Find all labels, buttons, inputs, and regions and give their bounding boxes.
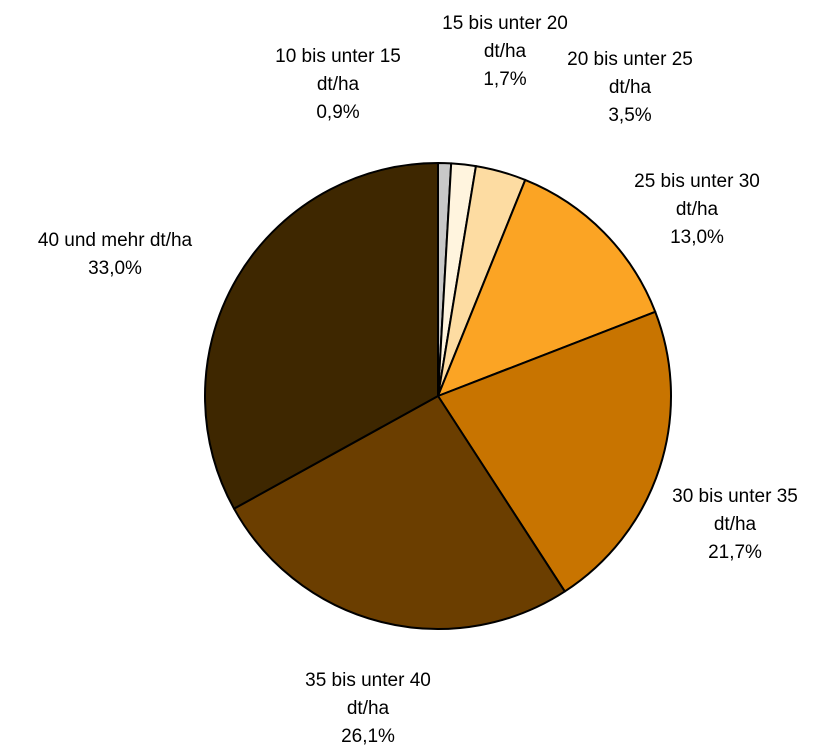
category-label: 35 bis unter 40 dt/ha bbox=[305, 670, 431, 719]
slice-label: 40 und mehr dt/ha 33,0% bbox=[0, 227, 230, 283]
slice-label: 20 bis unter 25 dt/ha 3,5% bbox=[565, 46, 695, 130]
pie-slice bbox=[204, 162, 439, 510]
category-label: 30 bis unter 35 dt/ha bbox=[672, 486, 798, 535]
category-label: 25 bis unter 30 dt/ha bbox=[634, 171, 760, 220]
value-label: 0,9% bbox=[316, 102, 360, 123]
value-label: 13,0% bbox=[670, 227, 724, 248]
pie-slice bbox=[437, 310, 672, 593]
value-label: 26,1% bbox=[341, 726, 395, 747]
value-label: 33,0% bbox=[88, 258, 142, 279]
value-label: 1,7% bbox=[483, 69, 527, 90]
pie-slice bbox=[437, 178, 657, 397]
value-label: 21,7% bbox=[708, 542, 762, 563]
value-label: 3,5% bbox=[608, 105, 652, 126]
category-label: 15 bis unter 20 dt/ha bbox=[442, 13, 568, 62]
category-label: 10 bis unter 15 dt/ha bbox=[275, 46, 401, 95]
category-label: 40 und mehr dt/ha bbox=[37, 230, 193, 251]
slice-label: 30 bis unter 35 dt/ha 21,7% bbox=[670, 483, 800, 567]
slice-label: 10 bis unter 15 dt/ha 0,9% bbox=[273, 43, 403, 127]
pie-slice bbox=[233, 395, 566, 630]
slice-label: 25 bis unter 30 dt/ha 13,0% bbox=[632, 168, 762, 252]
slice-label: 35 bis unter 40 dt/ha 26,1% bbox=[303, 667, 433, 751]
slice-label: 15 bis unter 20 dt/ha 1,7% bbox=[440, 10, 570, 94]
category-label: 20 bis unter 25 dt/ha bbox=[567, 49, 693, 98]
